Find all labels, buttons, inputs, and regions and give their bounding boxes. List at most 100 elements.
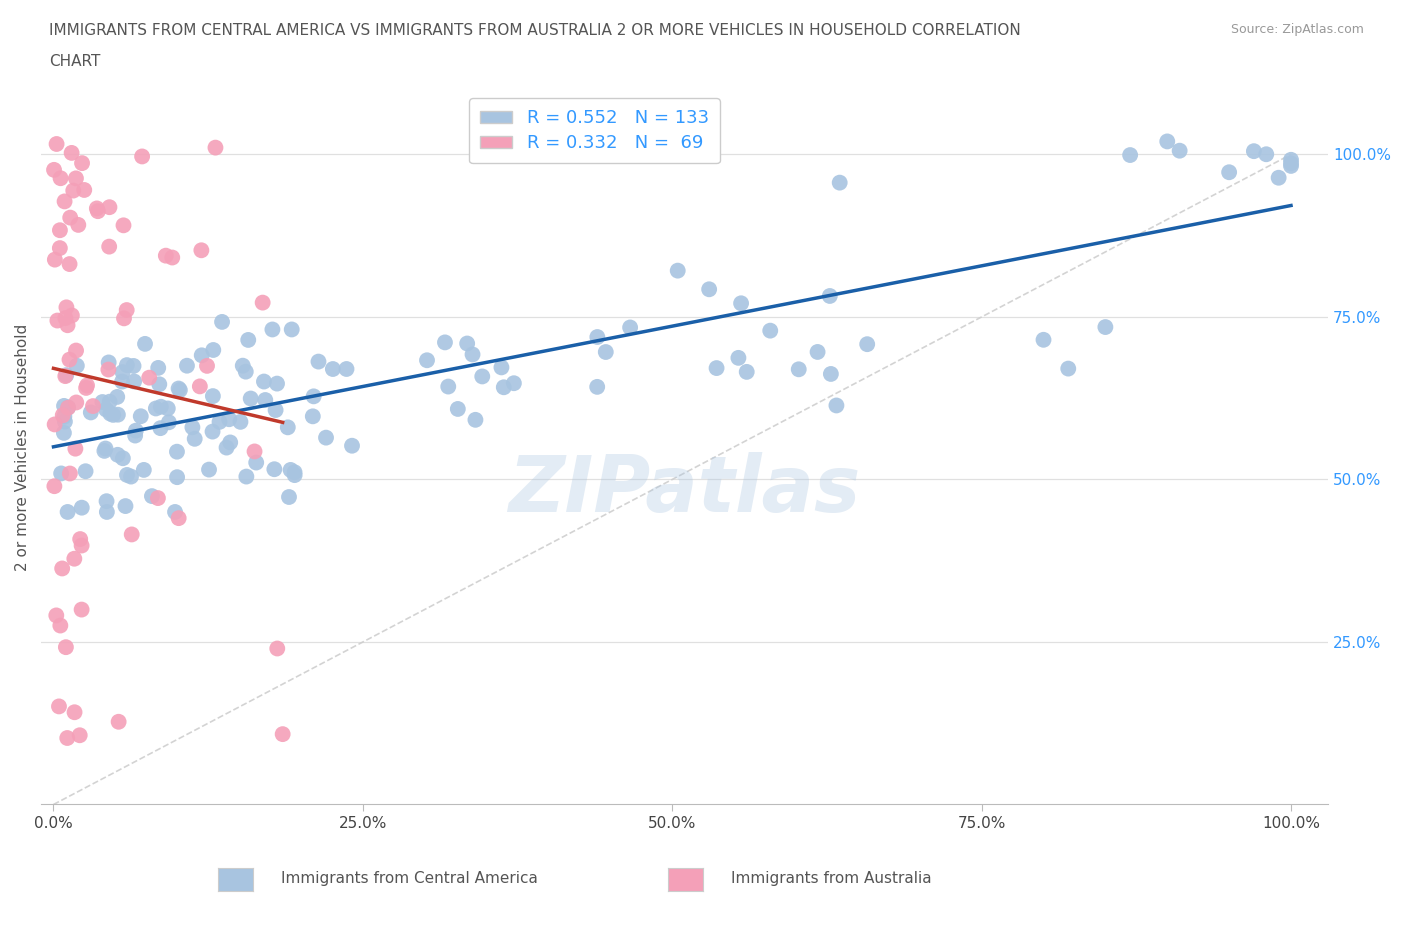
Point	[96, 494, 118, 509]
Point	[1156, 134, 1178, 149]
Point	[98, 394, 121, 409]
Point	[284, 465, 307, 480]
Point	[1279, 158, 1302, 173]
Point	[266, 376, 288, 391]
Point	[586, 329, 609, 344]
Point	[245, 455, 267, 470]
Point	[595, 345, 617, 360]
Point	[335, 362, 357, 377]
Point	[1032, 332, 1054, 347]
Point	[1243, 144, 1265, 159]
Point	[96, 504, 118, 519]
Point	[208, 415, 231, 430]
Point	[162, 250, 184, 265]
Point	[56, 318, 79, 333]
Point	[806, 344, 828, 359]
Point	[91, 394, 114, 409]
Point	[44, 252, 66, 267]
Point	[53, 398, 76, 413]
Point	[239, 392, 262, 406]
Point	[433, 335, 456, 350]
Point	[145, 401, 167, 416]
Point	[107, 714, 129, 729]
Point	[278, 489, 301, 504]
Point	[280, 462, 302, 477]
Point	[211, 314, 233, 329]
Point	[45, 608, 67, 623]
Point	[176, 358, 198, 373]
Point	[67, 218, 90, 232]
Point	[107, 407, 129, 422]
Point	[55, 311, 77, 325]
Point	[76, 378, 98, 392]
Point	[262, 322, 284, 337]
Point	[730, 296, 752, 311]
Point	[51, 561, 73, 576]
Point	[66, 358, 89, 373]
Point	[190, 243, 212, 258]
Point	[45, 137, 67, 152]
Point	[115, 358, 138, 373]
Y-axis label: 2 or more Vehicles in Household: 2 or more Vehicles in Household	[15, 324, 30, 571]
Point	[219, 435, 242, 450]
Point	[60, 308, 83, 323]
Point	[502, 376, 524, 391]
Point	[271, 726, 294, 741]
Point	[1256, 147, 1278, 162]
Point	[82, 399, 104, 414]
Point	[48, 699, 70, 714]
Point	[94, 441, 117, 456]
Point	[75, 464, 97, 479]
Point	[49, 241, 72, 256]
Point	[215, 440, 238, 455]
Point	[149, 420, 172, 435]
Point	[112, 218, 135, 232]
Point	[55, 640, 77, 655]
Point	[167, 381, 190, 396]
Point	[235, 365, 257, 379]
Point	[49, 466, 72, 481]
Point	[195, 358, 218, 373]
Point	[167, 511, 190, 525]
Point	[759, 324, 782, 339]
Text: IMMIGRANTS FROM CENTRAL AMERICA VS IMMIGRANTS FROM AUSTRALIA 2 OR MORE VEHICLES : IMMIGRANTS FROM CENTRAL AMERICA VS IMMIG…	[49, 23, 1021, 38]
Point	[190, 348, 212, 363]
Point	[138, 370, 160, 385]
Point	[134, 337, 156, 352]
Point	[111, 365, 134, 379]
Point	[166, 445, 188, 459]
Point	[706, 361, 728, 376]
Point	[166, 470, 188, 485]
Point	[65, 171, 87, 186]
Point	[202, 342, 225, 357]
Point	[75, 380, 97, 395]
Point	[65, 395, 87, 410]
Point	[188, 379, 211, 393]
Point	[735, 365, 758, 379]
Point	[619, 320, 641, 335]
Point	[59, 466, 82, 481]
Point	[87, 204, 110, 219]
Point	[46, 313, 69, 328]
Point	[727, 351, 749, 365]
Point	[53, 409, 76, 424]
Point	[58, 352, 80, 367]
Point	[1094, 320, 1116, 335]
Point	[201, 389, 224, 404]
Point	[53, 194, 76, 209]
Point	[105, 390, 128, 405]
Point	[55, 299, 77, 314]
Point	[218, 412, 240, 427]
Point	[148, 361, 170, 376]
Legend: R = 0.552   N = 133, R = 0.332   N =  69: R = 0.552 N = 133, R = 0.332 N = 69	[470, 99, 720, 164]
Point	[115, 468, 138, 483]
Point	[586, 379, 609, 394]
Point	[114, 498, 136, 513]
Point	[235, 469, 257, 484]
Point	[73, 182, 96, 197]
Point	[315, 431, 337, 445]
Point	[232, 358, 254, 373]
Point	[1279, 156, 1302, 171]
Point	[59, 210, 82, 225]
Point	[340, 438, 363, 453]
